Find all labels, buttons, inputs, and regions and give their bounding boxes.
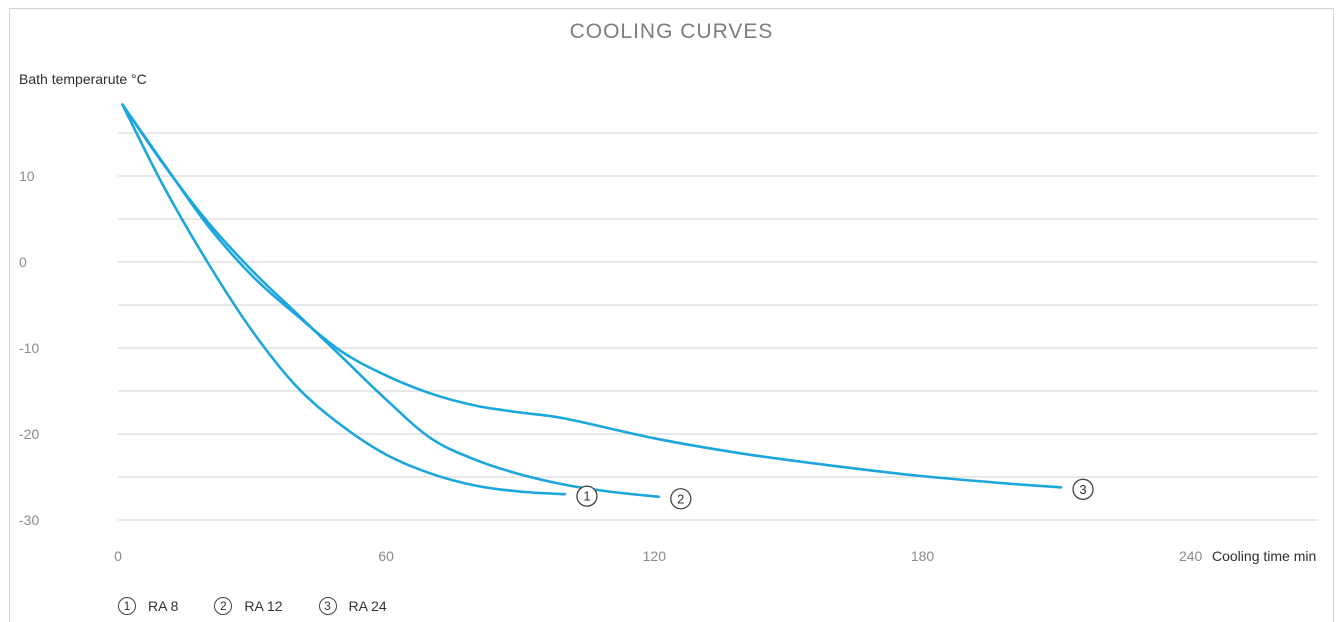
legend-item: 3 RA 24 [318, 597, 387, 615]
legend-marker-3: 3 [318, 597, 337, 615]
legend-marker-2: 2 [214, 597, 233, 615]
chart-frame [9, 8, 1334, 622]
x-tick-labels: 0 60 120 180 240 [114, 548, 1202, 564]
y-tick-label: 10 [19, 168, 35, 184]
marker-number: 1 [583, 489, 590, 504]
x-tick-label: 240 [1179, 548, 1203, 564]
legend: 1 RA 8 2 RA 12 3 RA 24 [118, 595, 423, 617]
x-axis-label: Cooling time min [1212, 548, 1316, 564]
marker-circle [1072, 478, 1094, 500]
series-end-marker-1: 1 [576, 485, 598, 507]
marker-circle [576, 485, 598, 507]
marker-number: 3 [1079, 482, 1086, 497]
x-tick-label: 60 [378, 548, 394, 564]
y-tick-label: -10 [19, 340, 39, 356]
series-line-3 [121, 103, 1063, 489]
legend-label-1: RA 8 [148, 598, 179, 614]
series-end-markers: 1 2 3 [576, 478, 1094, 510]
series-end-marker-3: 3 [1072, 478, 1094, 500]
chart-title: COOLING CURVES [569, 20, 774, 43]
marker-circle [670, 488, 692, 510]
legend-item: 2 RA 12 [214, 597, 283, 615]
y-tick-labels: 10 0 -10 -20 -30 [19, 168, 39, 528]
series-lines [121, 103, 1063, 499]
series-line-2 [121, 103, 661, 499]
y-tick-label: -30 [19, 512, 39, 528]
y-tick-label: -20 [19, 426, 39, 442]
legend-item: 1 RA 8 [118, 597, 178, 615]
series-line-1 [121, 103, 567, 496]
y-axis-label: Bath temperarute °C [19, 71, 147, 87]
grid-lines [118, 132, 1318, 521]
legend-label-2: RA 12 [244, 598, 283, 614]
x-tick-label: 120 [643, 548, 667, 564]
y-tick-label: 0 [19, 254, 27, 270]
legend-label-3: RA 24 [348, 598, 387, 614]
x-tick-label: 180 [911, 548, 935, 564]
legend-marker-1: 1 [118, 597, 136, 615]
marker-number: 2 [677, 491, 684, 506]
series-end-marker-2: 2 [670, 488, 692, 510]
x-tick-label: 0 [114, 548, 122, 564]
